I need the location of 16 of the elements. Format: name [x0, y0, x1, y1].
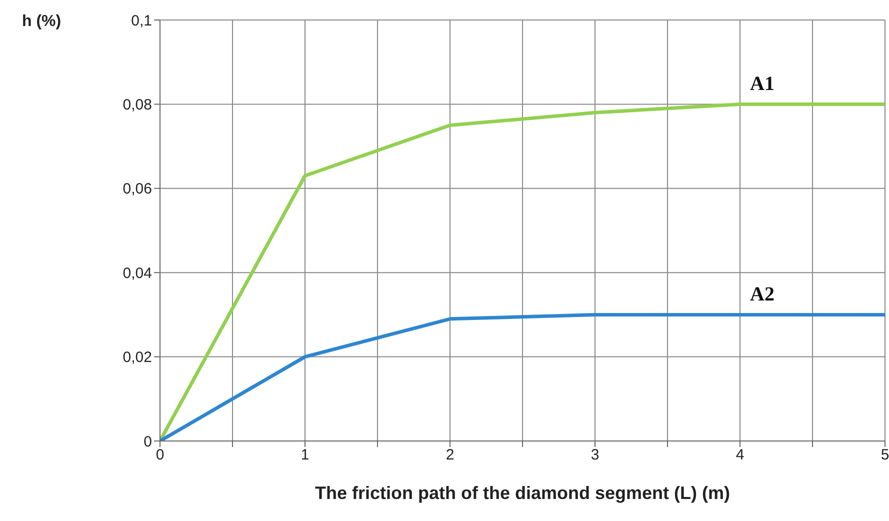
series-label: A1 — [750, 73, 774, 96]
y-tick-label: 0,04 — [122, 264, 152, 282]
x-tick-label: 1 — [300, 446, 310, 464]
y-tick-label: 0,06 — [122, 180, 152, 198]
x-tick-label: 5 — [880, 446, 889, 464]
x-tick-label: 2 — [446, 446, 454, 464]
x-axis-title: The friction path of the diamond segment (L) (m) — [315, 483, 730, 503]
x-tick-label: 4 — [736, 446, 744, 464]
y-tick-label: 0 — [144, 433, 152, 450]
y-axis-title: h (%) — [22, 13, 62, 30]
y-tick-label: 0,1 — [131, 12, 152, 30]
x-tick-label: 3 — [590, 446, 600, 464]
y-tick-label: 0,08 — [122, 96, 152, 114]
y-tick-label: 0,02 — [122, 349, 152, 366]
x-tick-label: 0 — [156, 446, 164, 464]
series-label: A2 — [750, 284, 774, 306]
